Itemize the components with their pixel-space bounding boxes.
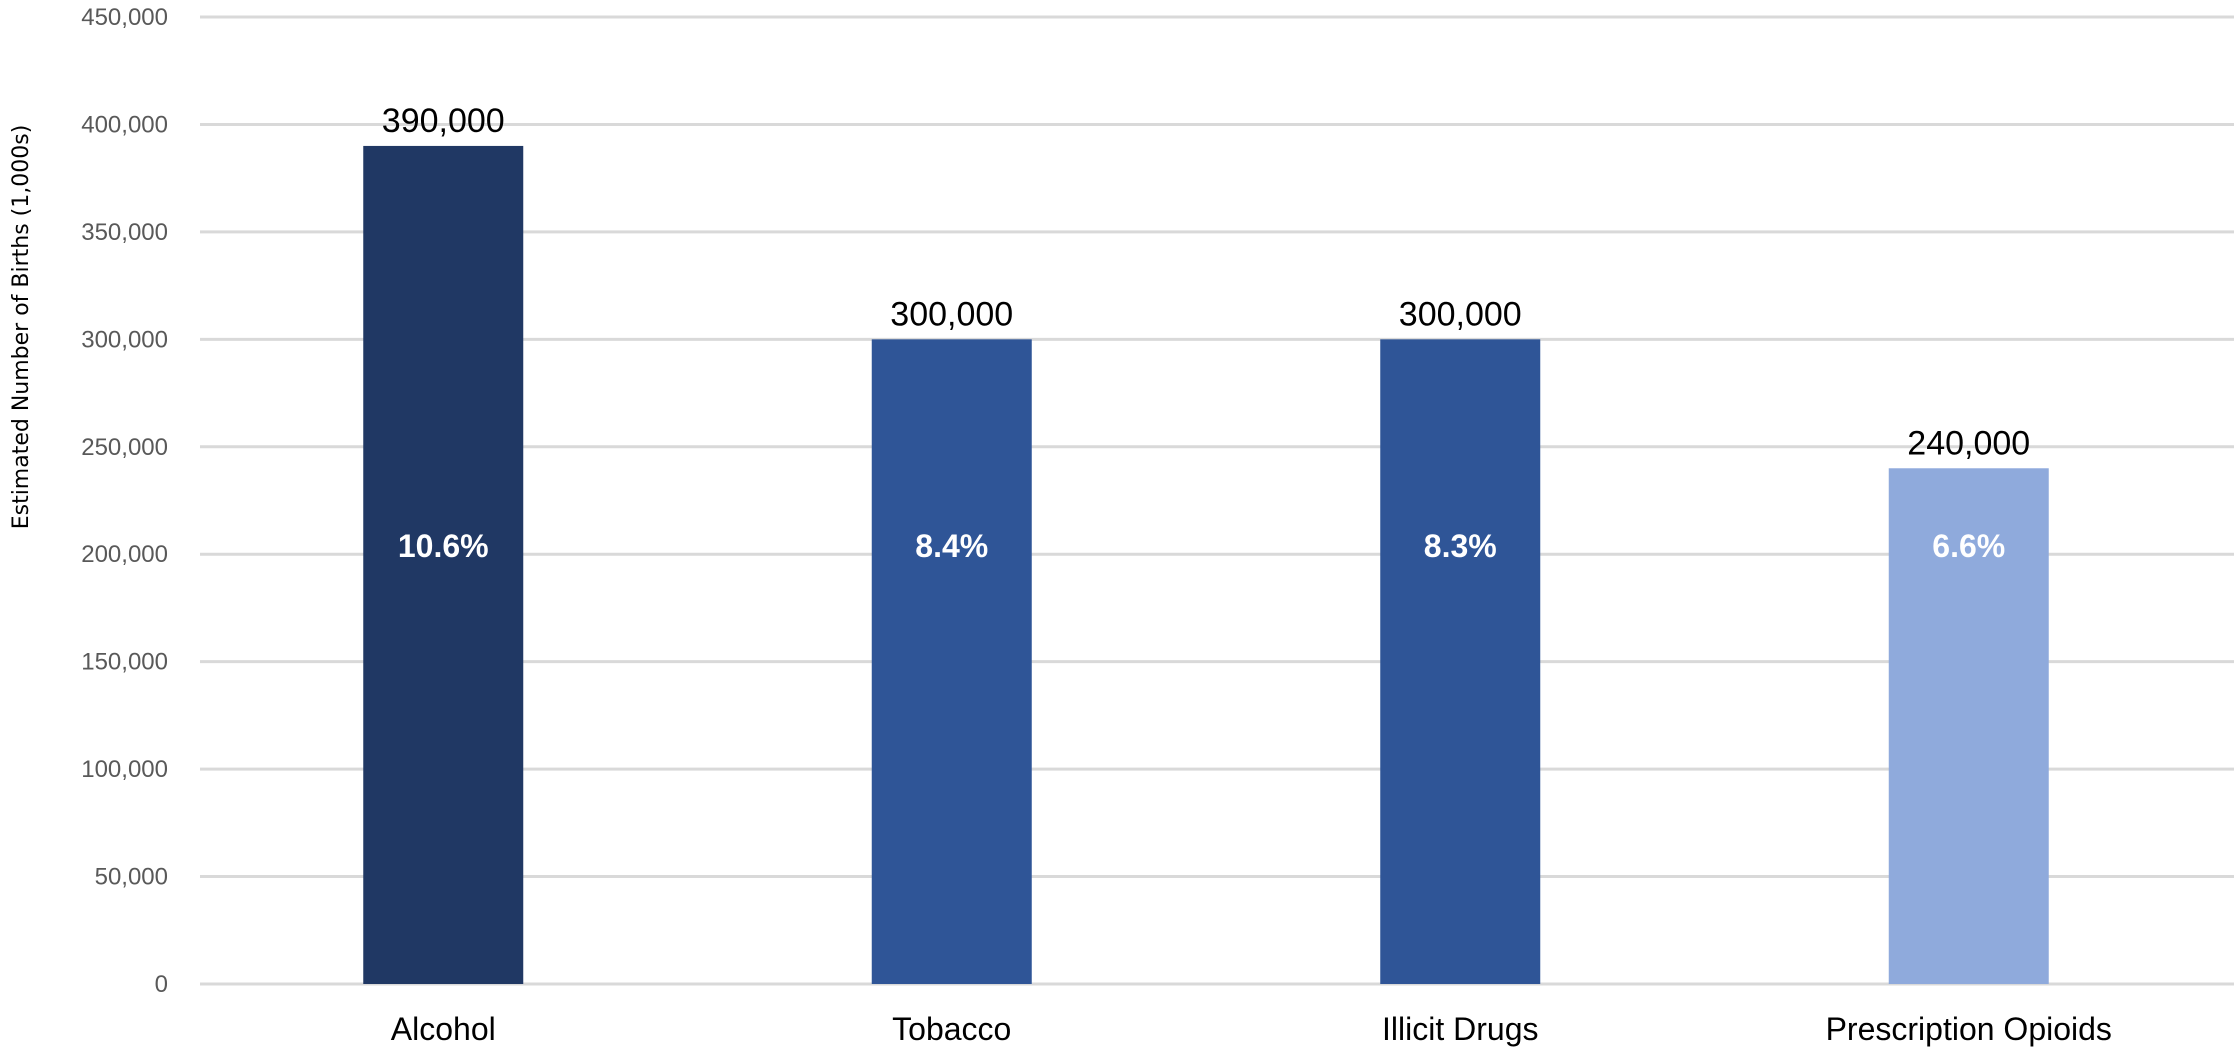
data-labels: 390,000 10.6% 300,000 8.4% 300,000 8.3% 240,00… [382,102,2030,564]
bars [363,145,2049,984]
y-tick-label: 400,000 [81,111,168,138]
y-tick-label: 300,000 [81,326,168,353]
y-tick-label: 0 [155,971,168,998]
x-tick-label: Prescription Opioids [1826,1011,2112,1047]
y-tick-label: 50,000 [95,864,168,891]
y-tick-label: 350,000 [81,219,168,246]
x-tick-label: Alcohol [391,1011,496,1047]
bar-percent-label: 8.4% [915,528,988,564]
y-tick-label: 450,000 [81,4,168,31]
bar-percent-label: 6.6% [1932,528,2005,564]
y-axis-tick-labels: 0 50,000 100,000 150,000 200,000 250,000 300,0… [81,4,168,998]
bar-alcohol [363,145,524,984]
y-tick-label: 250,000 [81,434,168,461]
bar-value-label: 300,000 [890,295,1013,333]
bar-illicit-drugs [1380,339,1541,984]
x-tick-label: Tobacco [892,1011,1011,1047]
bar-percent-label: 10.6% [398,528,489,564]
gridlines [200,15,2234,986]
bar-tobacco [871,339,1032,984]
x-axis-tick-labels: Alcohol Tobacco Illicit Drugs Prescription … [391,1011,2112,1047]
bar-prescription-opioids [1888,468,2049,984]
x-tick-label: Illicit Drugs [1382,1011,1538,1047]
bar-percent-label: 8.3% [1424,528,1497,564]
y-tick-label: 100,000 [81,756,168,783]
bar-value-label: 390,000 [382,102,505,140]
y-tick-label: 200,000 [81,541,168,568]
bar-value-label: 240,000 [1907,424,2030,462]
y-axis-title: Estimated Number of Births (1,000s) [9,125,34,530]
y-tick-label: 150,000 [81,649,168,676]
bar-value-label: 300,000 [1399,295,1522,333]
